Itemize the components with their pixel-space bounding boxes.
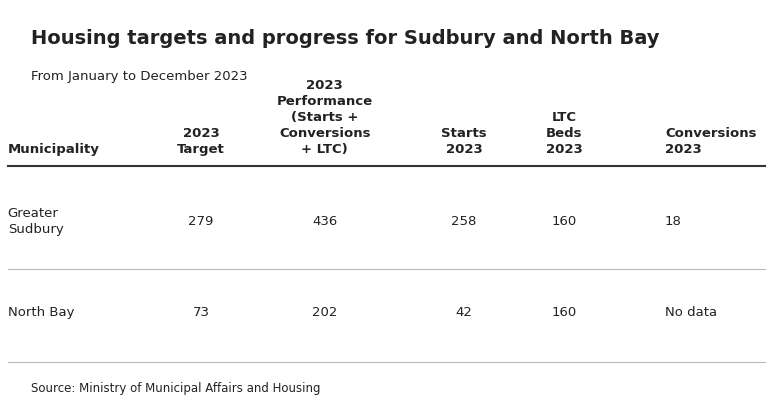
Text: Municipality: Municipality — [8, 143, 100, 156]
Text: 18: 18 — [665, 215, 682, 229]
Text: LTC
Beds
2023: LTC Beds 2023 — [546, 111, 583, 156]
Text: Conversions
2023: Conversions 2023 — [665, 127, 757, 156]
Text: 202: 202 — [312, 306, 338, 319]
Text: 160: 160 — [551, 215, 577, 229]
Text: North Bay: North Bay — [8, 306, 74, 319]
Text: 436: 436 — [312, 215, 337, 229]
Text: 2023
Performance
(Starts +
Conversions
+ LTC): 2023 Performance (Starts + Conversions +… — [277, 79, 373, 156]
Text: No data: No data — [665, 306, 717, 319]
Text: 160: 160 — [551, 306, 577, 319]
Text: 2023
Target: 2023 Target — [177, 127, 225, 156]
Text: 258: 258 — [451, 215, 477, 229]
Text: 279: 279 — [188, 215, 214, 229]
Text: Greater
Sudbury: Greater Sudbury — [8, 208, 63, 236]
Text: Source: Ministry of Municipal Affairs and Housing: Source: Ministry of Municipal Affairs an… — [31, 381, 321, 395]
Text: Housing targets and progress for Sudbury and North Bay: Housing targets and progress for Sudbury… — [31, 29, 660, 48]
Text: Starts
2023: Starts 2023 — [441, 127, 487, 156]
Text: From January to December 2023: From January to December 2023 — [31, 70, 248, 83]
Text: 42: 42 — [456, 306, 473, 319]
Text: 73: 73 — [193, 306, 210, 319]
